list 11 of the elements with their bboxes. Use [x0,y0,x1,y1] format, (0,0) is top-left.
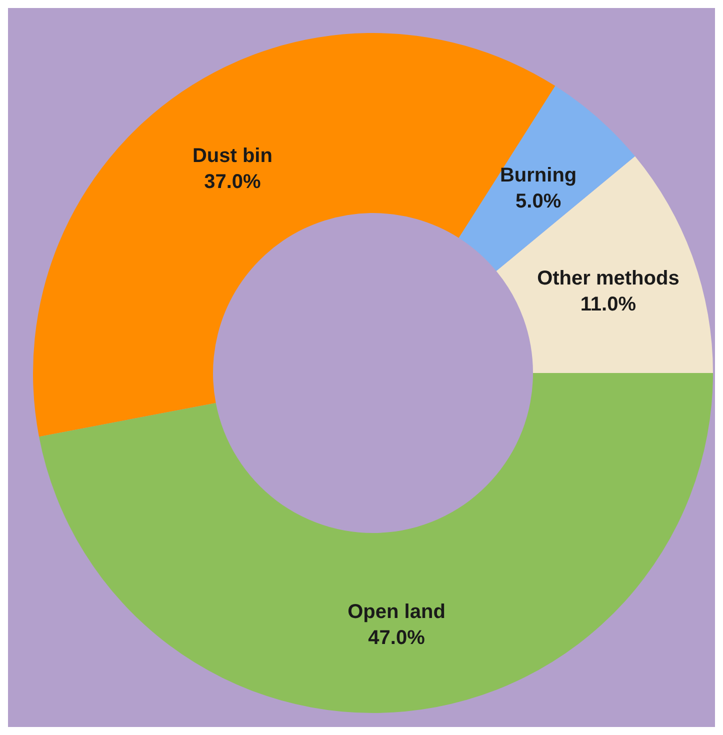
slice-label: Dust bin [192,145,272,168]
slice-label: Open land [348,600,446,623]
data-label: 5.0% [516,190,562,212]
data-label: 47.0% [368,626,426,649]
data-label: 37.0% [204,171,262,194]
donut-slice [496,156,713,373]
data-label: 11.0% [580,293,636,316]
donut-slice [458,86,635,272]
donut-slice [39,373,713,713]
slice-label: Burning [500,164,577,186]
slice-label: Other methods [537,267,680,290]
